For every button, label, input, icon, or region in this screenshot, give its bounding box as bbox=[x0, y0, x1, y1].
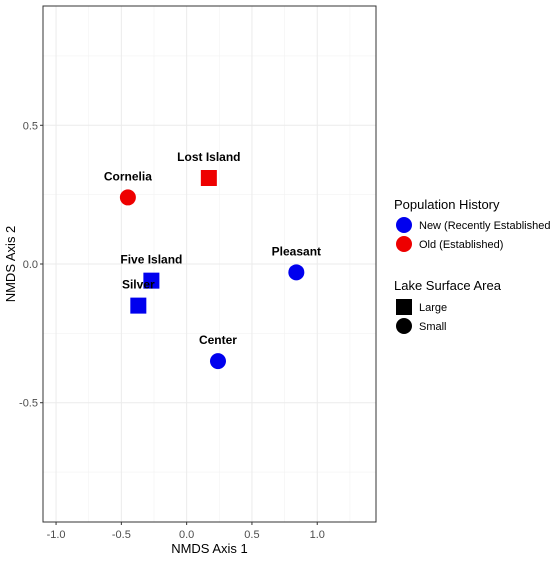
x-tick-label: 1.0 bbox=[310, 529, 325, 541]
legend-shape-label: Large bbox=[419, 302, 447, 314]
y-tick-label: 0.0 bbox=[23, 259, 38, 271]
point-label: Five Island bbox=[120, 253, 182, 267]
legend-shape-label: Small bbox=[419, 321, 447, 333]
point-label: Pleasant bbox=[272, 244, 321, 258]
x-tick-label: 0.0 bbox=[179, 529, 194, 541]
legend-color-key bbox=[396, 236, 412, 252]
legend-color-label: Old (Established) bbox=[419, 239, 503, 251]
legend-shape-key-circle bbox=[396, 318, 412, 334]
point-labels: Cornelia Lost Island Pleasant Five Island Si… bbox=[104, 150, 321, 347]
point-label: Lost Island bbox=[177, 150, 240, 164]
major-gridlines bbox=[43, 6, 376, 522]
legend-color-title: Population History bbox=[394, 197, 500, 212]
legend-color-entries: New (Recently Established) Old (Establish… bbox=[396, 217, 550, 252]
y-tick-label: 0.5 bbox=[23, 120, 38, 132]
data-point-circle bbox=[288, 264, 305, 281]
data-points bbox=[119, 170, 305, 370]
x-tick-label: -1.0 bbox=[47, 529, 66, 541]
legend-color-label: New (Recently Established) bbox=[419, 220, 550, 232]
data-point-square bbox=[143, 272, 160, 289]
point-label: Cornelia bbox=[104, 169, 152, 183]
x-tick-label: -0.5 bbox=[112, 529, 131, 541]
x-tick-label: 0.5 bbox=[244, 529, 259, 541]
x-axis-title: NMDS Axis 1 bbox=[171, 541, 248, 556]
x-axis-ticks: -1.0 -0.5 0.0 0.5 1.0 bbox=[47, 522, 325, 541]
legend: Population History New (Recently Establi… bbox=[394, 197, 550, 334]
legend-shape-key-square bbox=[396, 299, 412, 315]
legend-shape-entries: Large Small bbox=[396, 299, 447, 334]
legend-shape-title: Lake Surface Area bbox=[394, 278, 502, 293]
y-axis-title: NMDS Axis 2 bbox=[3, 226, 18, 303]
data-point-square bbox=[130, 297, 147, 314]
point-label: Center bbox=[199, 333, 237, 347]
point-label: Silver bbox=[122, 278, 155, 292]
data-point-circle bbox=[209, 353, 226, 370]
legend-color-key bbox=[396, 217, 412, 233]
y-tick-label: -0.5 bbox=[19, 398, 38, 410]
y-axis-ticks: -0.5 0.0 0.5 bbox=[19, 120, 43, 410]
data-point-circle bbox=[119, 189, 136, 206]
data-point-square bbox=[200, 170, 217, 186]
